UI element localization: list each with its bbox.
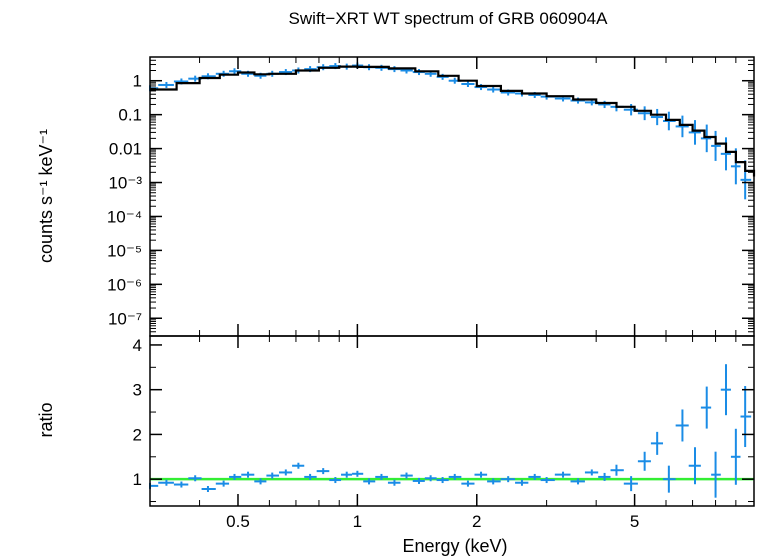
frame-layer: 1 0.1 0.01 10⁻³ 10⁻⁴ 10⁻⁵ 10⁻⁶ 10⁻⁷ 1 2 3 4 0.5 1 2 5 <box>107 56 755 531</box>
y-axis-label-ratio: ratio <box>36 402 56 437</box>
ratio-data-point <box>215 480 230 487</box>
ratio-data-point <box>279 469 293 476</box>
ratio-data-point <box>650 431 664 455</box>
ratio-data-point <box>363 478 376 485</box>
ratio-data-point <box>412 477 425 484</box>
ratio-y-tick-label: 3 <box>133 381 142 400</box>
ratio-data-point <box>201 486 216 492</box>
spectrum-data-point <box>461 81 475 88</box>
spectrum-y-tick-label: 10⁻³ <box>108 174 142 193</box>
ratio-data-point <box>663 465 676 493</box>
spectrum-data-point <box>158 81 174 88</box>
ratio-data-point <box>610 464 624 476</box>
ratio-data-point <box>461 480 475 487</box>
ratio-data-point <box>229 473 242 480</box>
ratio-data-point <box>500 476 516 483</box>
spectrum-data-point <box>229 68 242 75</box>
x-tick-label: 2 <box>472 512 481 531</box>
ratio-y-tick-label: 4 <box>133 336 142 355</box>
ratio-data-point <box>341 471 353 478</box>
x-tick-label: 0.5 <box>226 512 250 531</box>
spectrum-data-point <box>688 120 701 145</box>
ratio-data-point <box>188 475 202 482</box>
ratio-data-point <box>241 471 255 478</box>
ratio-data-point <box>173 481 189 488</box>
ratio-data-point <box>304 473 317 480</box>
spectrum-data-point <box>663 111 676 131</box>
y-axis-label-spectrum: counts s⁻¹ keV⁻¹ <box>36 129 56 263</box>
spectrum-y-tick-label: 10⁻⁵ <box>107 241 142 260</box>
data-layer <box>149 62 756 498</box>
spectrum-y-tick-label: 0.01 <box>109 140 142 159</box>
ratio-data-point <box>720 364 731 416</box>
ratio-data-point <box>436 477 449 484</box>
spectrum-frame <box>149 56 755 337</box>
spectrum-y-tick-label: 1 <box>133 72 142 91</box>
spectrum-data-point <box>487 86 501 93</box>
ratio-data-point <box>329 477 342 484</box>
spectrum-y-tick-label: 10⁻⁴ <box>107 207 142 226</box>
ratio-data-point <box>515 479 529 486</box>
ratio-data-point <box>266 472 280 479</box>
ratio-data-point <box>540 477 555 484</box>
ratio-data-point <box>487 478 501 485</box>
spectrum-data-point <box>720 137 731 171</box>
spectrum-y-tick-label: 0.1 <box>118 106 142 125</box>
ratio-data-point <box>448 473 462 480</box>
ratio-data-point <box>316 468 330 475</box>
ratio-data-point <box>528 473 541 480</box>
ratio-data-point <box>711 451 721 498</box>
ratio-data-point <box>637 451 651 471</box>
ratio-data-point <box>352 470 364 477</box>
ratio-data-point <box>700 386 712 429</box>
ratio-data-point <box>375 473 388 480</box>
spectrum-model-line <box>150 65 756 177</box>
ratio-data-point <box>424 475 437 482</box>
ratio-frame <box>149 335 755 507</box>
spectrum-data-point <box>675 115 689 138</box>
ratio-data-point <box>688 447 701 485</box>
x-axis-label: Energy (keV) <box>402 536 507 556</box>
ratio-data-point <box>740 386 752 448</box>
ratio-y-tick-label: 1 <box>133 470 142 489</box>
spectrum-data-point <box>700 124 712 153</box>
chart-title: Swift−XRT WT spectrum of GRB 060904A <box>289 9 609 28</box>
ratio-data-point <box>474 471 488 478</box>
ratio-data-point <box>570 478 585 485</box>
spectrum-data-point <box>650 108 664 126</box>
ratio-data-point <box>158 479 174 486</box>
x-tick-label: 5 <box>630 512 639 531</box>
ratio-data-point <box>730 428 741 485</box>
ratio-data-point <box>387 479 401 486</box>
ratio-y-tick-label: 2 <box>133 425 142 444</box>
spectrum-y-tick-label: 10⁻⁶ <box>107 275 142 294</box>
ratio-data-point <box>149 482 159 489</box>
ratio-data-point <box>675 409 689 442</box>
ratio-data-point <box>254 478 267 485</box>
spectrum-data-point <box>637 106 651 121</box>
ratio-data-point <box>623 476 638 492</box>
ratio-data-point <box>598 472 611 481</box>
spectrum-y-tick-label: 10⁻⁷ <box>108 309 142 328</box>
ratio-data-point <box>554 471 571 478</box>
ratio-data-point <box>400 472 413 479</box>
ratio-data-point <box>584 469 599 476</box>
x-tick-label: 1 <box>353 512 362 531</box>
ratio-data-point <box>292 462 305 469</box>
spectrum-data-point <box>711 130 721 161</box>
